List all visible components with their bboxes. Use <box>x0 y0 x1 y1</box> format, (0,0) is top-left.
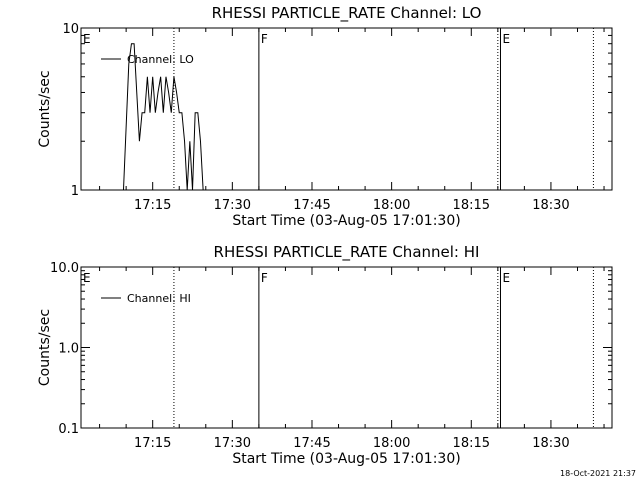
event-marker-label: E <box>502 271 510 285</box>
event-marker-label: E <box>502 32 510 46</box>
y-tick-label: 10 <box>62 22 79 37</box>
y-tick-label: 1.0 <box>58 342 79 357</box>
x-tick-label: 18:00 <box>373 198 410 213</box>
x-axis-label: Start Time (03-Aug-05 17:01:30) <box>232 451 460 467</box>
panel-lo: RHESSI PARTICLE_RATE Channel: LO E F E 17:15… <box>37 4 613 229</box>
event-marker-label: E <box>83 271 91 285</box>
x-axis-label: Start Time (03-Aug-05 17:01:30) <box>232 213 460 229</box>
chart-title: RHESSI PARTICLE_RATE Channel: LO <box>212 4 482 23</box>
panel-hi: RHESSI PARTICLE_RATE Channel: HI E F E 17:15… <box>37 243 613 467</box>
y-tick-label: 10.0 <box>50 261 79 276</box>
x-tick-label: 18:30 <box>532 436 569 451</box>
legend-label: Channel: HI <box>127 292 191 305</box>
x-tick-label: 17:30 <box>214 436 251 451</box>
x-tick-label: 18:30 <box>532 198 569 213</box>
x-tick-label: 17:15 <box>134 436 171 451</box>
x-tick-label: 18:15 <box>453 198 490 213</box>
event-marker-label: F <box>261 271 268 285</box>
y-tick-label: 1 <box>71 184 79 199</box>
x-tick-label: 17:45 <box>293 198 330 213</box>
y-axis-label: Counts/sec <box>37 70 53 147</box>
event-marker-label: E <box>83 32 91 46</box>
x-tick-label: 18:15 <box>453 436 490 451</box>
x-tick-label: 18:00 <box>373 436 410 451</box>
x-tick-label: 17:45 <box>293 436 330 451</box>
x-tick-label: 17:15 <box>134 198 171 213</box>
chart-title: RHESSI PARTICLE_RATE Channel: HI <box>214 243 480 262</box>
x-tick-label: 17:30 <box>214 198 251 213</box>
y-axis-label: Counts/sec <box>37 309 53 386</box>
footer-timestamp: 18-Oct-2021 21:37 <box>560 469 636 478</box>
event-marker-label: F <box>261 32 268 46</box>
legend-label: Channel: LO <box>127 53 194 66</box>
y-tick-label: 0.1 <box>58 422 79 437</box>
series-line-lo <box>122 43 217 191</box>
